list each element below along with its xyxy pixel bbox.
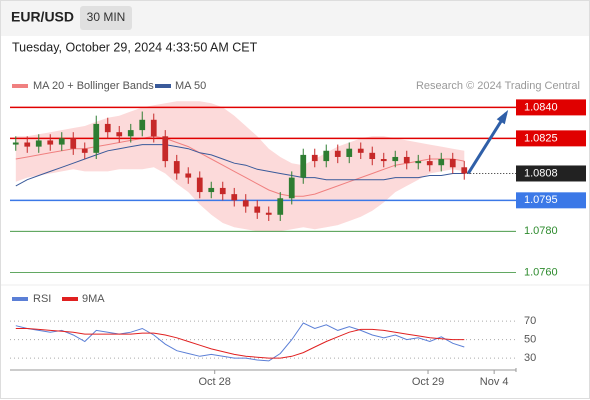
ma50-line [15, 144, 465, 187]
candle-body [24, 142, 31, 147]
candle-body [173, 161, 180, 174]
candle-body [116, 132, 123, 137]
legend-label: RSI [33, 293, 51, 305]
candle-body [70, 138, 77, 149]
candle-body [93, 123, 100, 153]
candle-body [300, 154, 307, 178]
interval[interactable]: 30 MIN [87, 10, 126, 24]
legend-swatch [12, 84, 28, 88]
timestamp: Tuesday, October 29, 2024 4:33:50 AM CET [12, 40, 258, 54]
candle-body [380, 159, 387, 162]
candle-body [392, 156, 399, 162]
candle-body [288, 177, 295, 199]
x-tick-label: Oct 28 [198, 376, 230, 388]
x-tick-label: Oct 29 [412, 376, 444, 388]
candle-body [265, 212, 272, 215]
candle-body [12, 142, 19, 145]
credit: Research © 2024 Trading Central [416, 80, 580, 92]
candle-body [35, 140, 42, 147]
candle-body [426, 161, 433, 166]
candle-body [438, 159, 445, 166]
level-label: 1.0795 [524, 194, 558, 206]
candle-body [242, 200, 249, 207]
candle-body [311, 154, 318, 162]
candle-body [127, 130, 134, 137]
forecast-arrow [466, 112, 508, 175]
rsi-tick-label: 30 [524, 352, 536, 364]
candle-body [461, 167, 468, 174]
candle-body [185, 173, 192, 178]
legend-label: MA 50 [175, 80, 206, 92]
candle-body [403, 156, 410, 164]
level-label-box [516, 192, 586, 209]
candle-body [449, 159, 456, 168]
rsi-tick-label: 70 [524, 315, 536, 327]
candle-body [254, 206, 261, 213]
legend-swatch [155, 84, 171, 88]
level-label: 1.0840 [524, 101, 558, 113]
candle-body [162, 136, 169, 162]
candle-body [150, 119, 157, 137]
legend-swatch [12, 297, 28, 301]
symbol: EUR/USD [11, 9, 74, 25]
level-label: 1.0760 [524, 267, 558, 279]
candle-body [231, 194, 238, 201]
candle-body [208, 187, 215, 193]
candle-body [104, 123, 111, 133]
candle-body [346, 148, 353, 157]
candle-body [415, 161, 422, 164]
candle-body [58, 138, 65, 145]
forecast-arrowhead [496, 110, 509, 125]
level-label-box [516, 99, 586, 116]
candle-body [277, 198, 284, 215]
candle-body [334, 150, 341, 157]
level-label: 1.0808 [524, 167, 558, 179]
level-label-box [516, 130, 586, 147]
level-label-box [516, 165, 586, 182]
candle-body [196, 177, 203, 193]
legend-label: MA 20 + Bollinger Bands [33, 80, 154, 92]
candle-body [369, 152, 376, 160]
rsi-line [15, 322, 465, 362]
level-label: 1.0780 [524, 225, 558, 237]
candle-body [47, 140, 54, 145]
rsi-ma-line [15, 328, 465, 359]
candle-body [323, 150, 330, 162]
level-label: 1.0825 [524, 132, 558, 144]
candle-body [139, 119, 146, 131]
rsi-tick-label: 50 [524, 334, 536, 346]
candle-body [81, 148, 88, 153]
candle-body [357, 148, 364, 153]
interval-button[interactable] [80, 6, 132, 30]
legend-label: 9MA [82, 293, 105, 305]
candle-body [219, 187, 226, 195]
x-tick-label: Nov 4 [480, 376, 509, 388]
legend-swatch [62, 297, 78, 301]
ma20-line [15, 135, 465, 197]
bollinger-band [15, 101, 465, 232]
